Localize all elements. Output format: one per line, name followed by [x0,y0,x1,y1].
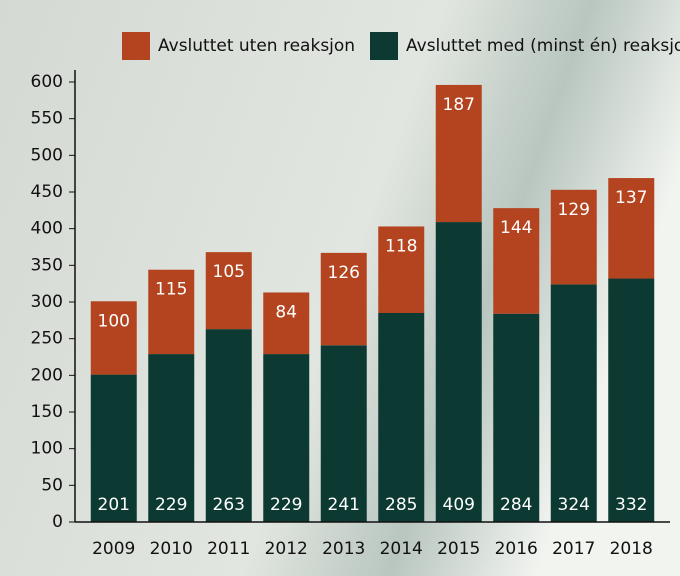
y-tick-label: 250 [31,329,63,349]
value-label: 285 [385,495,417,515]
bar-segment [263,292,310,355]
value-label: 187 [443,95,475,115]
x-tick-label: 2010 [150,539,193,559]
bar-segment [378,313,425,522]
y-tick-label: 550 [31,109,63,129]
legend-label: Avsluttet uten reaksjon [158,36,355,56]
value-label: 118 [385,236,417,256]
value-label: 229 [270,495,302,515]
bar-segment [263,354,310,522]
x-tick-label: 2011 [207,539,250,559]
x-tick-label: 2013 [322,539,365,559]
bar-segment [378,226,425,313]
x-tick-label: 2018 [610,539,653,559]
value-label: 84 [275,302,297,322]
bar-segment [320,345,367,522]
value-label: 137 [615,188,647,208]
value-label: 105 [213,262,245,282]
bar-segment [320,252,367,346]
y-tick-label: 300 [31,292,63,312]
x-tick-label: 2014 [380,539,423,559]
value-label: 100 [98,311,130,331]
legend-swatch [122,32,150,60]
value-label: 229 [155,495,187,515]
y-tick-label: 400 [31,219,63,239]
bar-segment [608,278,655,522]
y-tick-label: 450 [31,182,63,202]
y-tick-label: 200 [31,365,63,385]
value-label: 126 [328,263,360,283]
bar-segment [435,222,482,523]
bar-segment [493,313,540,522]
value-label: 409 [443,495,475,515]
bar-segment [550,189,597,285]
x-tick-label: 2012 [265,539,308,559]
bar-segment [148,269,195,355]
bar-segment [608,178,655,279]
bar-segment [550,284,597,522]
y-tick-label: 350 [31,255,63,275]
value-label: 324 [558,495,590,515]
legend-label: Avsluttet med (minst én) reaksjon [406,36,680,56]
y-tick-label: 50 [41,475,63,495]
y-tick-label: 600 [31,72,63,92]
value-label: 129 [558,200,590,220]
value-label: 144 [500,218,532,238]
bar-segment [90,301,137,375]
y-tick-label: 100 [31,439,63,459]
value-label: 115 [155,280,187,300]
bar-segment [205,329,252,522]
value-label: 263 [213,495,245,515]
value-label: 332 [615,495,647,515]
bar-segment [435,84,482,223]
y-tick-label: 500 [31,145,63,165]
x-tick-label: 2016 [495,539,538,559]
x-tick-label: 2015 [437,539,480,559]
y-tick-label: 150 [31,402,63,422]
value-label: 284 [500,495,532,515]
x-tick-label: 2017 [552,539,595,559]
y-tick-label: 0 [52,512,63,532]
bar-segment [90,374,137,522]
value-label: 201 [98,495,130,515]
value-label: 241 [328,495,360,515]
x-tick-label: 2009 [92,539,135,559]
bar-segment [148,354,195,522]
legend-swatch [370,32,398,60]
bar-segment [205,252,252,330]
bar-segment [493,208,540,314]
